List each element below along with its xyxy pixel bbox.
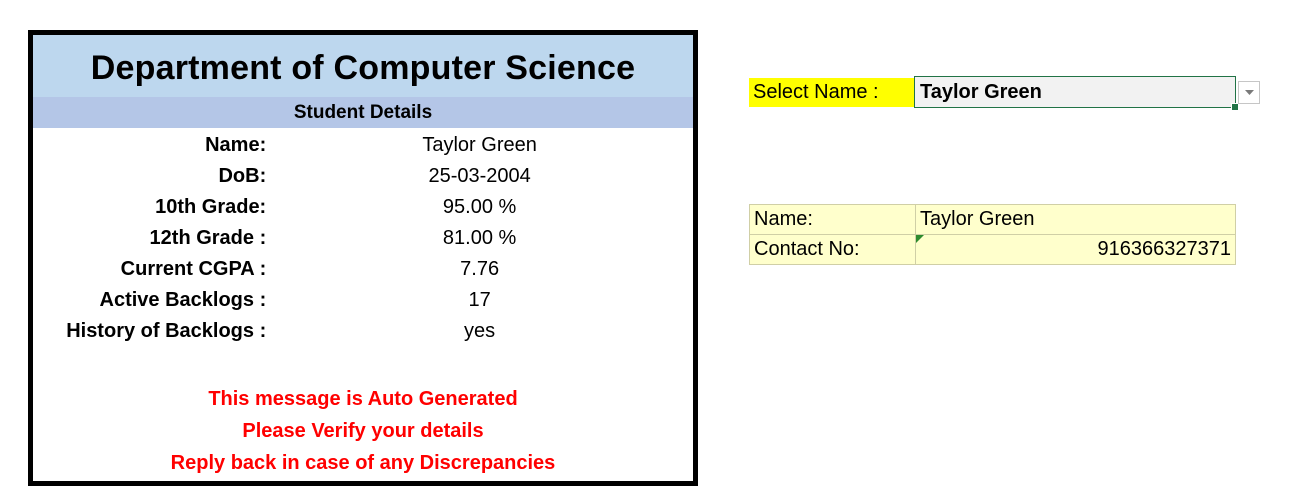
lookup-key-cell[interactable]: Contact No: <box>749 234 916 265</box>
detail-label: 12th Grade : <box>149 227 267 249</box>
detail-label: Current CGPA : <box>120 258 267 280</box>
error-indicator-icon <box>916 235 924 243</box>
auto-generated-notice: This message is Auto Generated Please Ve… <box>33 383 693 479</box>
detail-value[interactable]: 25-03-2004 <box>428 165 531 187</box>
student-details-card: Department of Computer Science Student D… <box>28 30 698 486</box>
lookup-contact-cell[interactable]: 916366327371 <box>915 234 1236 265</box>
detail-label: DoB: <box>218 165 267 187</box>
department-title: Department of Computer Science <box>33 35 693 97</box>
fill-handle[interactable] <box>1231 103 1239 111</box>
notice-line: This message is Auto Generated <box>208 388 518 410</box>
student-details-heading: Student Details <box>33 97 693 128</box>
selected-name-value: Taylor Green <box>920 81 1042 103</box>
notice-line: Reply back in case of any Discrepancies <box>170 452 556 474</box>
table-row: Contact No: 916366327371 <box>749 234 1236 265</box>
detail-value[interactable]: Taylor Green <box>422 134 537 156</box>
table-row: Name: Taylor Green <box>749 204 1236 235</box>
lookup-value-cell[interactable]: Taylor Green <box>915 204 1236 235</box>
lookup-key-cell[interactable]: Name: <box>749 204 916 235</box>
detail-label: History of Backlogs : <box>66 320 267 342</box>
student-details-list: Name: Taylor Green DoB: 25-03-2004 10th … <box>33 130 693 347</box>
detail-value[interactable]: 81.00 % <box>442 227 517 249</box>
detail-value[interactable]: 95.00 % <box>442 196 517 218</box>
contact-number-value: 916366327371 <box>1097 238 1231 260</box>
select-name-label: Select Name : <box>749 78 915 107</box>
detail-row-10th-grade[interactable]: 10th Grade: 95.00 % <box>33 192 693 223</box>
name-dropdown-button[interactable] <box>1238 81 1260 104</box>
detail-row-history-of-backlogs[interactable]: History of Backlogs : yes <box>33 316 693 347</box>
detail-value[interactable]: yes <box>464 320 496 342</box>
detail-label: Active Backlogs : <box>99 289 267 311</box>
detail-row-dob[interactable]: DoB: 25-03-2004 <box>33 161 693 192</box>
contact-lookup-table: Name: Taylor Green Contact No: 916366327… <box>749 204 1236 265</box>
detail-label: 10th Grade: <box>155 196 267 218</box>
notice-line: Please Verify your details <box>242 420 484 442</box>
detail-value[interactable]: 7.76 <box>460 258 500 280</box>
select-name-cell[interactable]: Taylor Green <box>914 76 1239 111</box>
detail-row-cgpa[interactable]: Current CGPA : 7.76 <box>33 254 693 285</box>
detail-row-12th-grade[interactable]: 12th Grade : 81.00 % <box>33 223 693 254</box>
detail-row-name[interactable]: Name: Taylor Green <box>33 130 693 161</box>
chevron-down-icon <box>1244 90 1254 95</box>
detail-row-active-backlogs[interactable]: Active Backlogs : 17 <box>33 285 693 316</box>
detail-value[interactable]: 17 <box>468 289 491 311</box>
detail-label: Name: <box>205 134 267 156</box>
